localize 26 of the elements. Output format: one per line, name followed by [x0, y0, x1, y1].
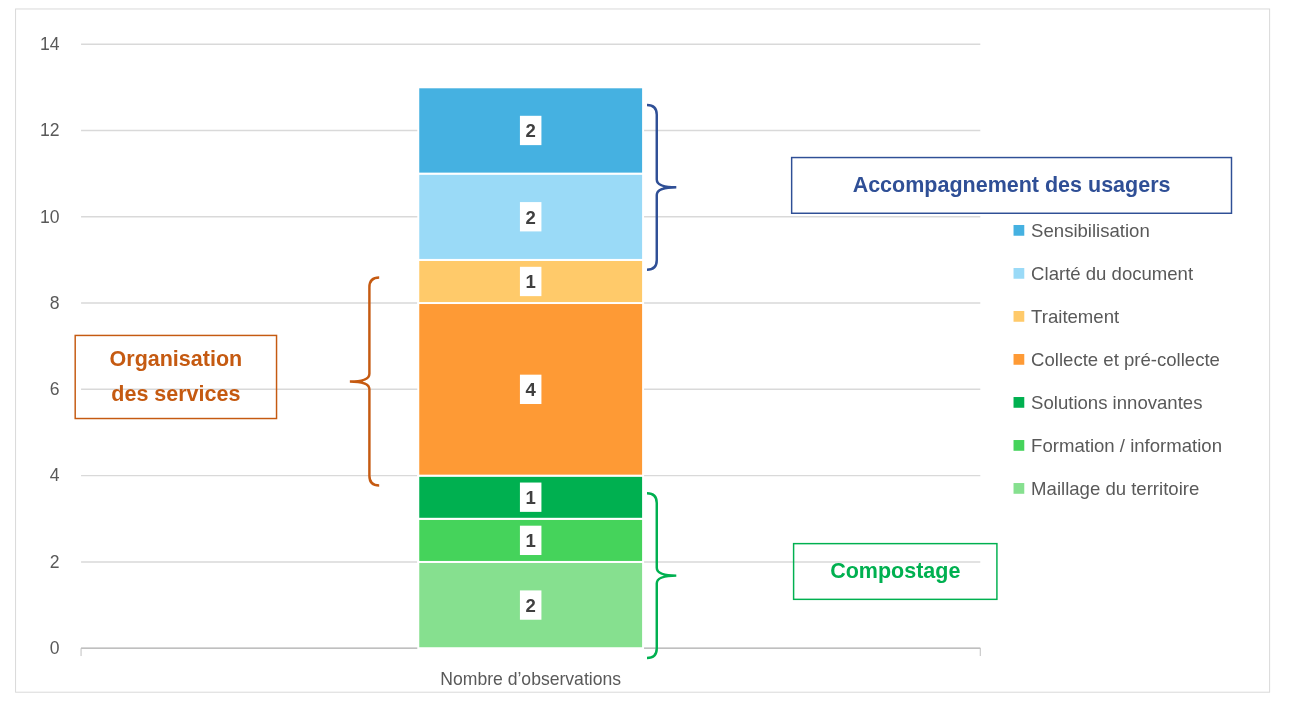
data-label: 2 [525, 206, 536, 228]
y-tick-label: 8 [49, 292, 60, 313]
y-tick-label: 0 [49, 638, 60, 659]
annotation: Organisation des services [109, 347, 243, 407]
legend-label: Formation / information [1031, 434, 1222, 456]
legend-label: Clarté du document [1031, 262, 1194, 284]
y-tick-label: 6 [49, 379, 60, 400]
y-tick-label: 10 [39, 206, 60, 227]
data-label: 2 [525, 594, 536, 616]
legend-label: Maillage du territoire [1031, 477, 1200, 499]
y-tick-label: 12 [39, 120, 60, 141]
y-tick-label: 4 [49, 465, 60, 486]
annotation: Accompagnement des usagers [852, 173, 1171, 198]
y-tick-label: 14 [39, 34, 60, 55]
x-tick-label: Nombre d’observations [440, 669, 622, 690]
data-label: 2 [525, 120, 536, 142]
y-tick-label: 2 [49, 551, 60, 572]
legend-label: Collecte et pré-collecte [1031, 348, 1220, 370]
data-label: 1 [525, 530, 536, 552]
data-label: 1 [525, 487, 536, 509]
legend-label: Solutions innovantes [1031, 391, 1203, 413]
data-label: 1 [525, 271, 536, 293]
legend-label: Sensibilisation [1031, 219, 1150, 241]
legend-label: Traitement [1031, 305, 1120, 327]
data-label: 4 [525, 379, 537, 401]
annotation: Compostage [830, 559, 961, 584]
